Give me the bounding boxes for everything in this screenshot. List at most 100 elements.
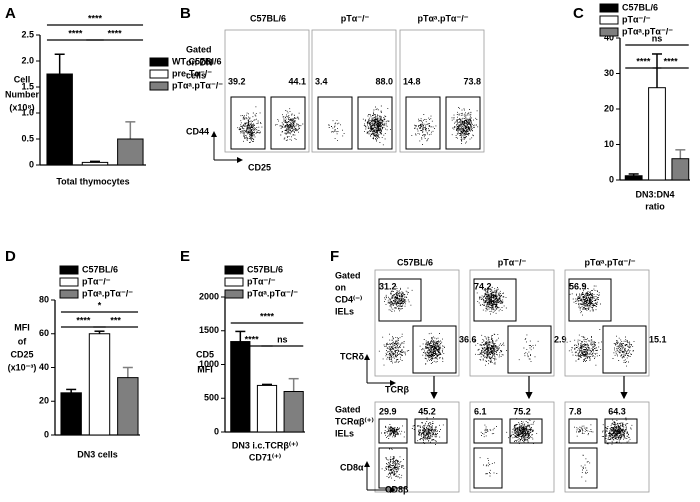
significance-label: **** <box>636 56 651 66</box>
gate <box>473 278 517 322</box>
x-axis-label: TCRβ <box>385 384 409 394</box>
y-axis-label: CD44 <box>186 126 209 136</box>
y-axis-label: MFI <box>197 364 213 374</box>
dot-cloud <box>381 447 405 482</box>
dot-cloud <box>381 424 405 439</box>
gate-percentage: 73.8 <box>463 76 481 86</box>
y-tick-label: 60 <box>39 328 49 338</box>
category-label: ratio <box>645 201 665 211</box>
y-tick-label: 2.0 <box>21 55 34 65</box>
gate <box>317 96 353 150</box>
legend-label: pTαᵃ.pTα⁻/⁻ <box>172 80 223 90</box>
gate <box>412 325 457 374</box>
gate-label: TCRαβ⁽⁺⁾ <box>335 416 374 426</box>
bar <box>88 333 111 436</box>
y-tick-label: 0 <box>214 426 219 436</box>
bar <box>671 158 690 181</box>
dot-cloud <box>601 417 633 445</box>
dot-cloud <box>476 286 507 315</box>
category-label: DN3:DN4 <box>635 189 674 199</box>
dot-cloud <box>612 335 635 367</box>
legend-swatch <box>149 81 169 91</box>
dot-cloud <box>451 106 479 145</box>
gate-percentage: 64.3 <box>608 406 626 416</box>
y-tick-label: 0.5 <box>21 133 34 143</box>
legend-swatch <box>59 289 79 299</box>
y-axis-label: CD25 <box>10 349 33 359</box>
dot-cloud <box>378 333 410 366</box>
y-tick-label: 30 <box>604 68 614 78</box>
plot-frame <box>469 269 555 377</box>
y-axis-label: (x10⁸) <box>9 102 34 112</box>
y-axis-label: (x10⁻³) <box>8 362 37 372</box>
gate-label: on <box>335 282 346 292</box>
gate <box>568 447 598 489</box>
gate-percentage: 3.4 <box>315 76 328 86</box>
panel-letter: E <box>180 248 190 265</box>
column-header: C57BL/6 <box>250 13 286 23</box>
legend-label: pTαᵃ.pTα⁻/⁻ <box>247 288 298 298</box>
significance-label: **** <box>68 28 83 38</box>
legend-label: pTαᵃ.pTα⁻/⁻ <box>82 288 133 298</box>
bar <box>46 73 73 166</box>
y-tick-label: 1.5 <box>21 81 34 91</box>
significance-label: **** <box>108 28 123 38</box>
gate <box>230 96 266 150</box>
dot-cloud <box>574 424 594 437</box>
y-axis-label: of <box>18 336 27 346</box>
gate-label: Gated <box>335 270 361 280</box>
column-header: pTαᵃ.pTα⁻/⁻ <box>418 13 469 23</box>
y-axis-label: CD5 <box>196 349 214 359</box>
legend-label: pTα⁻/⁻ <box>82 276 111 286</box>
y-tick-label: 40 <box>604 32 614 42</box>
bar <box>117 138 144 166</box>
significance-label: *** <box>110 315 121 325</box>
plot-frame <box>564 269 650 377</box>
legend-label: pTαᵃ.pTα⁻/⁻ <box>622 26 673 36</box>
y-axis-label: Cell <box>14 74 31 84</box>
dot-cloud <box>580 454 591 482</box>
gate <box>568 418 598 444</box>
panel-letter: D <box>5 248 16 265</box>
gate <box>507 325 552 374</box>
column-header: C57BL/6 <box>397 257 433 267</box>
gate-percentage: 36.6 <box>459 334 477 344</box>
gate-percentage: 29.9 <box>379 406 397 416</box>
gate-percentage: 56.9 <box>569 281 587 291</box>
bar <box>117 377 139 436</box>
legend-label: pre-Tα⁻/⁻ <box>172 68 212 78</box>
category-label: DN3 i.c.TCRβ⁽⁺⁾ <box>232 440 298 450</box>
bar <box>648 87 666 181</box>
gate-label: cells <box>186 70 206 80</box>
gate-percentage: 7.8 <box>569 406 582 416</box>
y-axis-label: Number <box>5 89 40 99</box>
y-tick-label: 0 <box>29 159 34 169</box>
y-tick-label: 1500 <box>199 325 219 335</box>
bar <box>256 384 278 433</box>
y-tick-label: 500 <box>204 393 219 403</box>
legend-label: C57BL/6 <box>622 2 658 12</box>
gate-label: IELs <box>335 428 354 438</box>
gate-label: CD4⁽⁻⁾ <box>335 294 362 304</box>
gate <box>378 418 408 444</box>
significance-label: **** <box>245 334 260 344</box>
legend-swatch <box>59 277 79 287</box>
gate-percentage: 45.2 <box>418 406 436 416</box>
gate <box>405 96 441 150</box>
dot-cloud <box>411 114 437 145</box>
significance-label: **** <box>260 311 275 321</box>
gate-percentage: 44.1 <box>288 76 306 86</box>
panel-letter: B <box>180 5 191 22</box>
x-axis-label: CD8β <box>385 484 409 494</box>
bar <box>230 341 251 433</box>
plot-frame <box>469 401 555 493</box>
y-tick-label: 0 <box>44 429 49 439</box>
gate <box>357 96 393 150</box>
legend-label: pTα⁻/⁻ <box>622 14 651 24</box>
dot-cloud <box>237 106 263 143</box>
legend-swatch <box>224 277 244 287</box>
gate-label: on DN <box>186 57 213 67</box>
y-tick-label: 2000 <box>199 291 219 301</box>
gate-percentage: 6.1 <box>474 406 487 416</box>
legend-swatch <box>149 57 169 67</box>
